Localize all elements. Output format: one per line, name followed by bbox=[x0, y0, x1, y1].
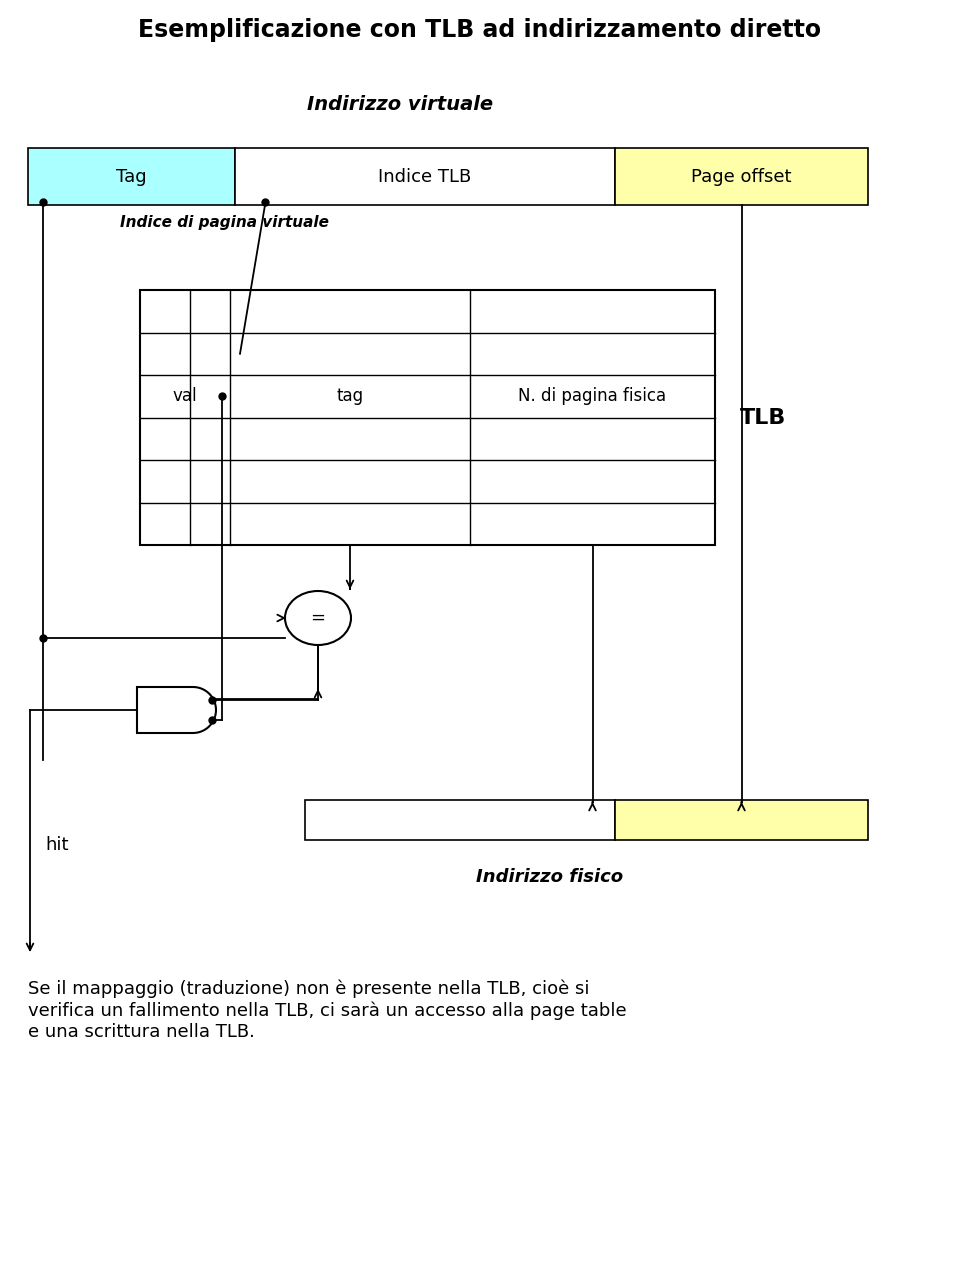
Text: Esemplificazione con TLB ad indirizzamento diretto: Esemplificazione con TLB ad indirizzamen… bbox=[138, 18, 822, 42]
PathPatch shape bbox=[137, 687, 216, 733]
Text: Indice TLB: Indice TLB bbox=[378, 168, 471, 185]
Text: =: = bbox=[310, 609, 325, 627]
Text: N. di pagina fisica: N. di pagina fisica bbox=[518, 387, 666, 405]
Text: Indirizzo fisico: Indirizzo fisico bbox=[476, 868, 624, 886]
Text: Tag: Tag bbox=[116, 168, 147, 185]
Text: val: val bbox=[173, 387, 198, 405]
Bar bbox=[140, 290, 715, 545]
Bar bbox=[235, 148, 615, 206]
Text: Indice di pagina virtuale: Indice di pagina virtuale bbox=[120, 214, 329, 230]
Bar bbox=[305, 799, 615, 840]
Bar bbox=[615, 799, 868, 840]
Text: hit: hit bbox=[45, 836, 68, 854]
Bar bbox=[615, 148, 868, 206]
Text: Page offset: Page offset bbox=[691, 168, 792, 185]
Bar bbox=[28, 148, 235, 206]
Ellipse shape bbox=[285, 591, 351, 644]
Text: Se il mappaggio (traduzione) non è presente nella TLB, cioè si
verifica un falli: Se il mappaggio (traduzione) non è prese… bbox=[28, 980, 627, 1040]
Text: TLB: TLB bbox=[740, 407, 786, 427]
Text: Indirizzo virtuale: Indirizzo virtuale bbox=[307, 95, 493, 113]
Text: tag: tag bbox=[336, 387, 364, 405]
